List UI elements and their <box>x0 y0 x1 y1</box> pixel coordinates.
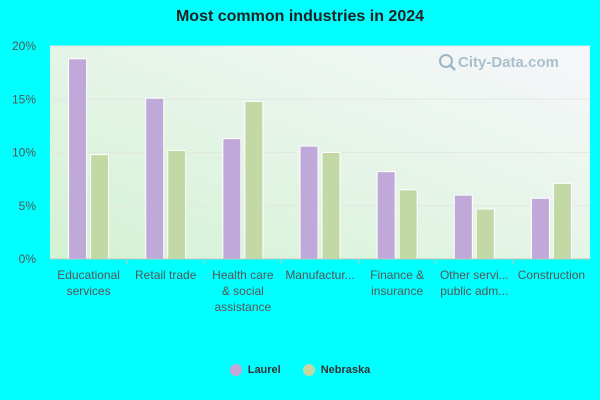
bar-nebraska-3 <box>321 152 341 260</box>
legend-label-laurel: Laurel <box>247 364 281 376</box>
bar-nebraska-1 <box>167 149 187 260</box>
x-tick-label: Other servi... public adm... <box>440 268 509 298</box>
y-tick-label: 15% <box>12 92 36 106</box>
y-tick-label: 10% <box>12 146 36 160</box>
magnifier-icon <box>439 54 456 71</box>
x-tick-label-line: & social <box>222 284 264 298</box>
legend-swatch-nebraska <box>302 364 315 376</box>
x-tick-label: Manufactur... <box>285 268 354 282</box>
bar-laurel-2 <box>222 138 242 260</box>
y-tick-label: 0% <box>19 252 37 266</box>
x-tick-label-line: Educational <box>57 268 120 282</box>
x-tick-label-line: Finance & <box>370 268 424 282</box>
x-tick-label-line: services <box>67 284 111 298</box>
x-tick-label-line: Manufactur... <box>285 268 354 282</box>
x-tick-label: Retail trade <box>135 268 197 282</box>
legend-swatch-laurel <box>229 364 242 376</box>
bar-nebraska-4 <box>398 189 418 260</box>
y-tick-label: 5% <box>19 199 37 213</box>
bar-laurel-5 <box>453 194 473 260</box>
x-tick-label-line: public adm... <box>440 284 508 298</box>
bar-nebraska-5 <box>475 208 495 260</box>
bar-laurel-0 <box>68 58 88 260</box>
bar-laurel-6 <box>530 197 550 260</box>
x-tick-label-line: Other servi... <box>440 268 509 282</box>
x-tick-label: Construction <box>518 268 585 282</box>
bar-laurel-3 <box>299 145 319 260</box>
bar-nebraska-2 <box>244 100 264 260</box>
chart-title: Most common industries in 2024 <box>175 8 425 25</box>
legend-label-nebraska: Nebraska <box>320 364 371 376</box>
x-tick-label: Health care & social assistance <box>212 268 274 314</box>
x-tick-label-line: assistance <box>215 300 272 314</box>
watermark: City-Data.com <box>439 54 559 71</box>
x-tick-label-line: Construction <box>518 268 585 282</box>
x-tick-label: Educational services <box>57 268 120 298</box>
bar-nebraska-6 <box>552 182 572 260</box>
x-tick-label-line: Health care <box>212 268 274 282</box>
x-tick-label-line: insurance <box>371 284 423 298</box>
y-tick-label: 20% <box>12 39 36 53</box>
legend-item-laurel: Laurel <box>229 364 281 376</box>
watermark-text: City-Data.com <box>458 54 559 71</box>
bar-laurel-1 <box>145 97 165 260</box>
bar-laurel-4 <box>376 171 396 260</box>
bar-nebraska-0 <box>90 154 110 260</box>
x-tick-label: Finance & insurance <box>370 268 424 298</box>
legend: Laurel Nebraska <box>0 364 600 376</box>
legend-item-nebraska: Nebraska <box>302 364 371 376</box>
x-tick-label-line: Retail trade <box>135 268 197 282</box>
